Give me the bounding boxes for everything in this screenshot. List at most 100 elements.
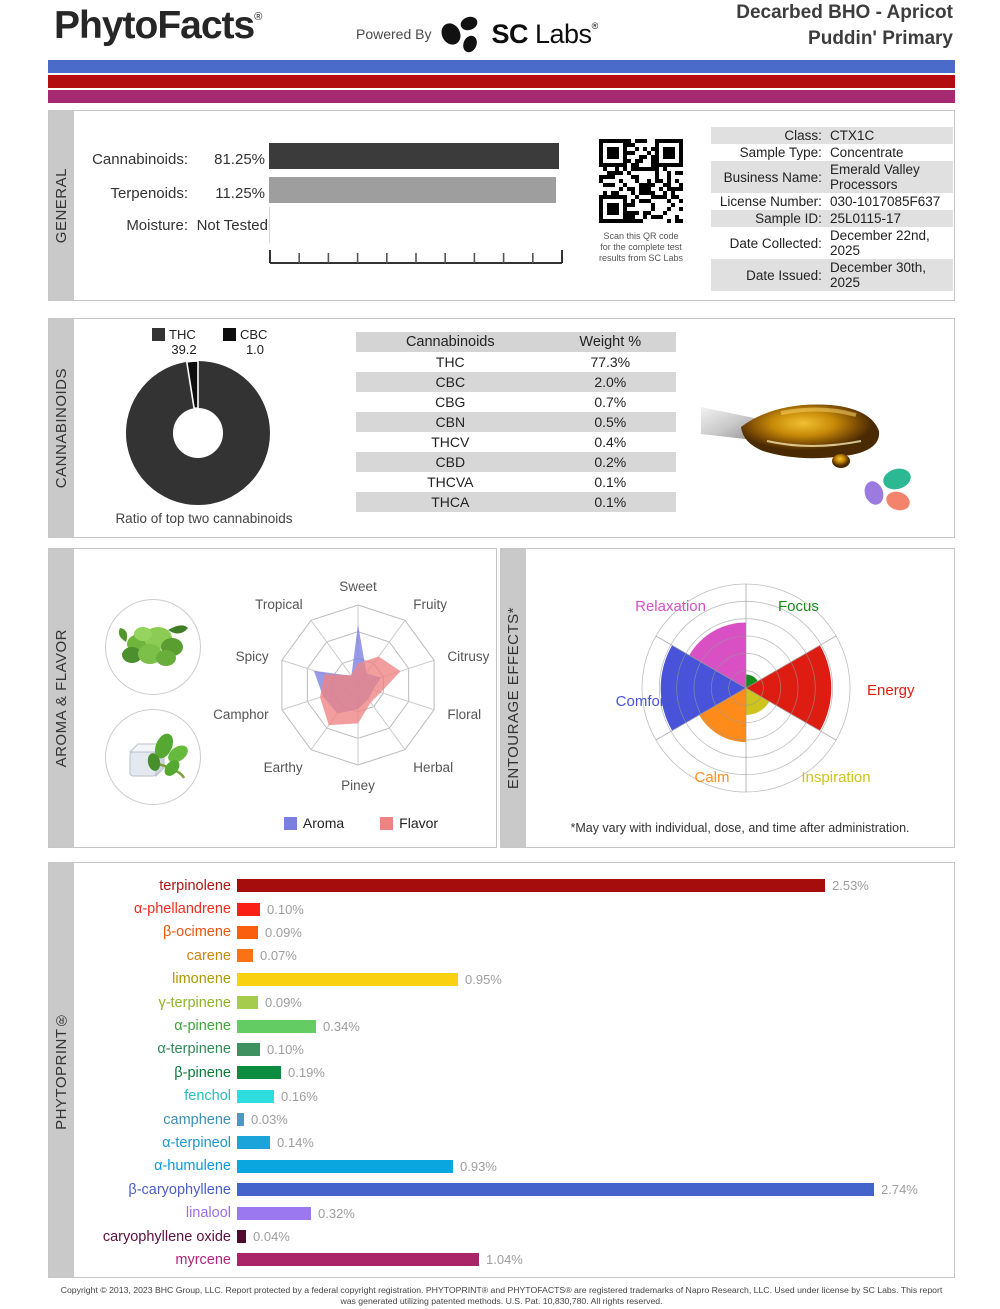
entourage-label-relaxation: Relaxation [635,598,706,615]
cannabinoid-weight: 2.0% [594,374,627,390]
sample-title-line2: Puddin' Primary [808,28,953,49]
info-row: Sample ID: 25L0115-17 [711,210,953,227]
info-label: Date Issued: [746,267,822,283]
radar-axis-label: Sweet [339,579,377,594]
terpene-bar [237,902,260,916]
cannabinoids-section: CANNABINOIDS THC 39.2 CBC 1.0 Ratio of top … [48,318,955,538]
terpene-value: 0.09% [265,995,302,1011]
copyright-footer: Copyright © 2013, 2023 BHC Group, LLC. R… [48,1285,955,1306]
terpene-value: 0.93% [460,1158,497,1174]
terpene-name: α-terpineol [162,1134,231,1151]
cannabinoid-name: CBN [435,414,466,430]
cannabinoid-weight: 77.3% [590,354,631,370]
terpene-value: 0.14% [277,1135,314,1151]
info-row: Class: CTX1C [711,127,953,144]
terpene-value: 0.10% [267,1041,304,1057]
cannabinoids-table-header-name: Cannabinoids [356,332,545,352]
phytoprint-section: PHYTOPRINT® terpinolene 2.53% α-phellandre… [48,862,955,1278]
sc-labs-wordmark: SC Labs® [491,18,598,49]
terpene-bar [237,1183,874,1197]
moisture-value: Not Tested [196,217,268,234]
cannabinoid-name: CBG [435,394,466,410]
cannabinoids-section-label: CANNABINOIDS [53,367,70,489]
terpenoids-total-label: Terpenoids: [110,185,188,202]
aroma-flavor-section-tab: AROMA & FLAVOR [49,549,74,847]
general-content: Cannabinoids: 81.25% Terpenoids: 11.25% … [74,111,954,300]
entourage-polar-chart: Relaxation Focus Energy Inspiration Calm Comf… [616,583,915,793]
donut-caption: Ratio of top two cannabinoids [115,511,293,526]
terpene-row: α-pinene 0.34% [74,1014,954,1037]
terpene-name: α-pinene [174,1018,231,1035]
percent-scale-ruler [269,250,563,264]
brand-stripe-1 [48,75,955,88]
cannabinoid-name: THCV [431,434,470,450]
terpene-name: β-pinene [174,1064,231,1081]
hops-photo [105,599,201,695]
aroma-flavor-content: Sweet Fruity Citrusy Floral Herbal Piney Earth… [74,549,496,847]
sample-title-line1: Decarbed BHO - Apricot [736,2,953,23]
entourage-content: Relaxation Focus Energy Inspiration Calm Comf… [526,549,954,847]
terpene-row: β-pinene 0.19% [74,1061,954,1084]
terpene-name: β-caryophyllene [128,1181,231,1198]
terpene-name: terpinolene [159,877,231,894]
sc-labs-color-mark [864,468,911,511]
cannabinoids-total-value: 81.25% [214,151,265,168]
terpene-bar [237,1066,281,1080]
terpene-bar [237,1136,270,1150]
cannabinoid-name: CBC [435,374,466,390]
terpene-bar [237,1113,244,1127]
terpene-name: β-ocimene [163,924,231,941]
radar-axis-label: Camphor [213,707,269,722]
radar-axis-label: Spicy [236,649,269,664]
terpene-row: linalool 0.32% [74,1201,954,1224]
terpene-row: limonene 0.95% [74,968,954,991]
sample-title: Decarbed BHO - Apricot Puddin' Primary [736,0,953,52]
info-value: December 30th, 2025 [829,260,926,290]
terpene-value: 0.04% [253,1229,290,1245]
terpene-row: camphene 0.03% [74,1108,954,1131]
terpene-value: 2.74% [881,1182,918,1198]
terpene-bar [237,1253,479,1267]
sample-info-table: Class: CTX1C Sample Type: Concentrate Busine… [711,127,953,291]
entourage-label-inspiration: Inspiration [801,769,870,786]
terpene-value: 0.03% [251,1112,288,1128]
terpene-name: myrcene [175,1251,231,1268]
donut-legend-item: THC 39.2 [152,327,199,357]
aroma-flavor-radar-chart: Sweet Fruity Citrusy Floral Herbal Piney Earth… [213,579,490,793]
cannabinoid-weight: 0.1% [594,474,627,490]
oil-drip [832,454,850,468]
terpene-value: 0.19% [288,1065,325,1081]
cannabinoid-ratio-chart: THC 39.2 CBC 1.0 Ratio of top two cannabino… [74,319,334,539]
brand-stripes [48,60,955,105]
report-page: PhytoFacts® Powered By SC Labs® Decarbed… [48,0,955,1309]
entourage-section-label: ENTOURAGE EFFECTS* [505,606,522,790]
info-row: Business Name: Emerald Valley Processors [711,161,953,193]
terpene-value: 0.95% [465,971,502,987]
terpene-value: 0.16% [281,1088,318,1104]
terpene-bar [237,1042,260,1056]
radar-axis-label: Fruity [413,597,447,612]
terpene-bar [237,972,458,986]
aroma-flavor-legend-item: Flavor [380,815,438,831]
info-value: Emerald Valley Processors [829,162,920,192]
terpene-bar [237,879,825,893]
info-label: Class: [784,128,822,143]
cannabinoid-weight: 0.2% [594,454,627,470]
sc-labs-logo-icon [442,16,478,53]
scale-origin-line [269,207,270,243]
entourage-label-comfort: Comfort [616,693,670,710]
cannabinoids-section-tab: CANNABINOIDS [49,319,74,537]
terpene-row: β-caryophyllene 2.74% [74,1178,954,1201]
terpene-bar-chart: terpinolene 2.53% α-phellandrene 0.10% β-oci… [74,874,954,1272]
terpene-bar [237,1159,453,1173]
terpene-row: α-terpinene 0.10% [74,1038,954,1061]
terpene-name: α-terpinene [157,1041,231,1058]
cannabinoids-total-label: Cannabinoids: [92,151,188,168]
terpene-bar [237,1019,316,1033]
donut-legend-item: CBC 1.0 [223,327,270,357]
terpene-row: carene 0.07% [74,944,954,967]
aroma-flavor-section-label: AROMA & FLAVOR [53,628,70,768]
terpene-value: 0.34% [323,1018,360,1034]
info-value: December 22nd, 2025 [829,228,930,258]
phytoprint-section-label: PHYTOPRINT® [53,1010,70,1130]
